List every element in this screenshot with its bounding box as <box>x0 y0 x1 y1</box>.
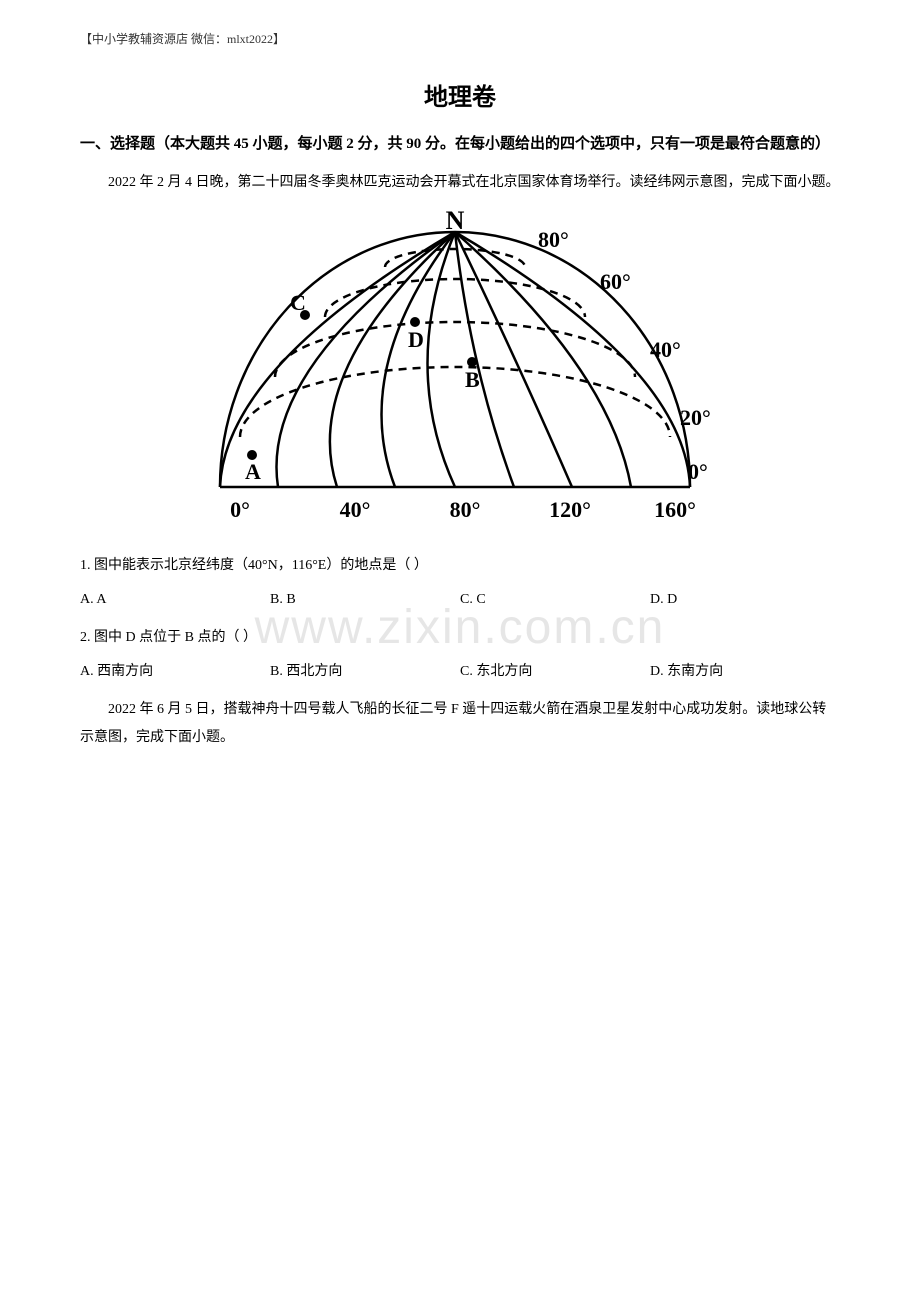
label-B: B <box>465 367 480 392</box>
question-2: 2. 图中 D 点位于 B 点的（ ） <box>80 624 840 652</box>
lon-120: 120° <box>549 497 591 522</box>
figure-1-container: N 80° 60° 40° 20° 0° 0° 40° 80° 120° 160… <box>80 207 840 532</box>
lon-40: 40° <box>340 497 371 522</box>
passage-2: 2022 年 6 月 5 日，搭载神舟十四号载人飞船的长征二号 F 遥十四运载火… <box>80 696 840 752</box>
q2-opt-c: C. 东北方向 <box>460 658 650 686</box>
lon-160: 160° <box>654 497 696 522</box>
q2-opt-a: A. 西南方向 <box>80 658 270 686</box>
q1-opt-a: A. A <box>80 586 270 614</box>
q1-opt-d: D. D <box>650 586 840 614</box>
section-heading: 一、选择题（本大题共 45 小题，每小题 2 分，共 90 分。在每小题给出的四… <box>80 130 840 159</box>
lat-20: 20° <box>680 405 711 430</box>
q2-opt-d: D. 东南方向 <box>650 658 840 686</box>
page-title: 地理卷 <box>80 77 840 112</box>
label-D: D <box>408 327 424 352</box>
question-1-options: A. A B. B C. C D. D <box>80 586 840 614</box>
point-D <box>410 317 420 327</box>
q2-opt-b: B. 西北方向 <box>270 658 460 686</box>
label-A: A <box>245 459 261 484</box>
question-1: 1. 图中能表示北京经纬度（40°N，116°E）的地点是（ ） <box>80 552 840 580</box>
lon-80: 80° <box>450 497 481 522</box>
header-note: 【中小学教辅资源店 微信：mlxt2022】 <box>80 30 840 47</box>
lat-0: 0° <box>688 459 708 484</box>
lat-80: 80° <box>538 227 569 252</box>
q1-opt-b: B. B <box>270 586 460 614</box>
passage-1: 2022 年 2 月 4 日晚，第二十四届冬季奥林匹克运动会开幕式在北京国家体育… <box>80 169 840 197</box>
label-N: N <box>446 207 465 235</box>
globe-diagram: N 80° 60° 40° 20° 0° 0° 40° 80° 120° 160… <box>190 207 730 527</box>
lon-0: 0° <box>230 497 250 522</box>
label-C: C <box>290 290 306 315</box>
point-B <box>467 357 477 367</box>
lat-40: 40° <box>650 337 681 362</box>
q1-opt-c: C. C <box>460 586 650 614</box>
question-2-options: A. 西南方向 B. 西北方向 C. 东北方向 D. 东南方向 <box>80 658 840 686</box>
lat-60: 60° <box>600 269 631 294</box>
